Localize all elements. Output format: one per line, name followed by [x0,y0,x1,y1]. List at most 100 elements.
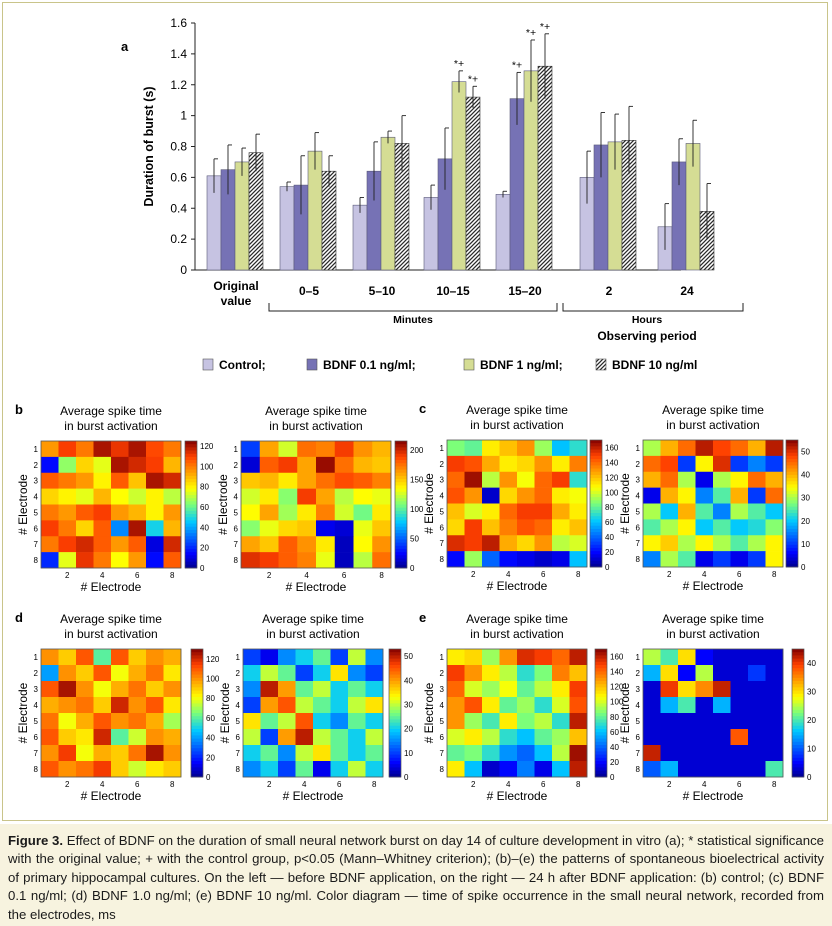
heatmap-cell [163,536,182,553]
heatmap-cell [552,503,570,520]
colorbar-segment [792,735,804,739]
colorbar-segment [395,469,407,474]
heatmap-cell [259,536,279,553]
heatmap-cell [353,552,373,569]
heatmap-cell [163,665,182,682]
heatmap-cell [163,504,182,521]
heatmap-cell [330,729,349,746]
heatmap-y-tick: 7 [440,749,445,758]
heatmap-cell [93,649,112,666]
colorbar-segment [595,649,607,653]
colorbar-segment [792,681,804,685]
heatmap-x-tick: 6 [737,570,742,579]
heatmap-cell [313,649,331,666]
colorbar-segment [792,719,804,723]
colorbar-segment [191,658,203,663]
heatmap-cell [163,713,182,730]
colorbar-segment [191,709,203,714]
bar [451,81,467,271]
heatmap-cell [111,697,129,714]
figure-canvas: a 0 0.2 0.4 0.6 0.8 1 1.2 1.4 1.6 Duration of burs… [15,16,816,803]
heatmap-cell [660,455,679,473]
heatmap-cell [278,441,298,458]
colorbar-segment [185,561,197,566]
heatmap-cell [353,441,373,458]
heatmap-y-tick: 1 [34,653,39,662]
heatmap-cell [447,503,465,520]
colorbar-segment [191,719,203,723]
heatmap-x-tick: 2 [267,571,272,580]
heatmap-cell [316,488,336,505]
heatmap-cell [41,761,59,778]
heatmap-y-label: # Electrode [216,474,230,535]
heatmap-x-label: # Electrode [81,580,142,594]
heatmap-cell [517,665,535,682]
heatmap-cell [660,649,679,666]
heatmap-cell [569,551,588,568]
colorbar-segment [595,770,607,775]
heatmap-cell [316,472,336,489]
colorbar-segment [395,529,407,534]
colorbar-segment [595,713,607,717]
colorbar-segment [786,519,798,523]
colorbar-segment [792,761,804,765]
heatmap-cell [243,697,261,714]
heatmap-cell [334,536,354,553]
heatmap-cell [730,729,749,746]
heatmap-y-label: # Electrode [618,682,632,743]
heatmap-cell [76,488,94,505]
heatmap-cell [534,665,553,682]
colorbar-segment [786,487,798,492]
colorbar-segment [395,456,407,461]
heatmap-cell [569,455,588,473]
heatmap-cell [499,519,518,536]
heatmap-cell [552,551,570,568]
colorbar-segment [395,460,407,464]
heatmap-cell [569,729,588,746]
heatmap-cell [278,456,298,474]
heatmap-cell [713,455,731,473]
colorbar-segment [786,484,798,489]
heatmap-cell [534,551,553,568]
heatmap-cell [111,504,129,521]
colorbar-segment [185,466,197,470]
heatmap-cell [730,681,749,698]
heatmap-x-tick: 6 [135,780,140,789]
heatmap-cell [348,713,366,730]
colorbar-segment [389,716,401,720]
heatmap-cell [482,471,500,488]
y-tick-label: 0.8 [170,140,187,154]
heatmap-cell [128,441,147,458]
heatmap-cell [330,681,349,698]
colorbar-tick: 20 [206,753,215,762]
colorbar-segment [792,738,804,743]
heatmap-cell [695,729,714,746]
heatmap-title-line2: in burst activation [470,627,563,641]
heatmap-cell [76,520,94,537]
colorbar-segment [185,447,197,451]
heatmap-cell [517,697,535,714]
colorbar-segment [590,525,602,530]
colorbar-segment [786,522,798,527]
colorbar-segment [590,468,602,473]
heatmap-cell [146,713,164,730]
heatmap-cell [748,487,766,504]
heatmap-cell [348,649,366,666]
heatmap-cell [146,697,164,714]
colorbar-segment [792,716,804,720]
heatmap-cell [278,536,298,553]
heatmap-cell [365,697,384,714]
colorbar-segment [590,462,602,466]
bar-chart-a: a 0 0.2 0.4 0.6 0.8 1 1.2 1.4 1.6 Duration of burs… [121,16,744,372]
heatmap-x-label: # Electrode [683,789,744,803]
heatmap-cell [41,472,59,489]
heatmap-cell [482,697,500,714]
heatmap-cell [713,713,731,730]
colorbar-segment [185,463,197,467]
heatmap-cell [146,504,164,521]
heatmap-cell [464,535,483,552]
heatmap-x-tick: 2 [65,571,70,580]
colorbar-tick: 0 [206,773,211,782]
heatmap-cell [464,519,483,536]
colorbar-segment [395,539,407,543]
